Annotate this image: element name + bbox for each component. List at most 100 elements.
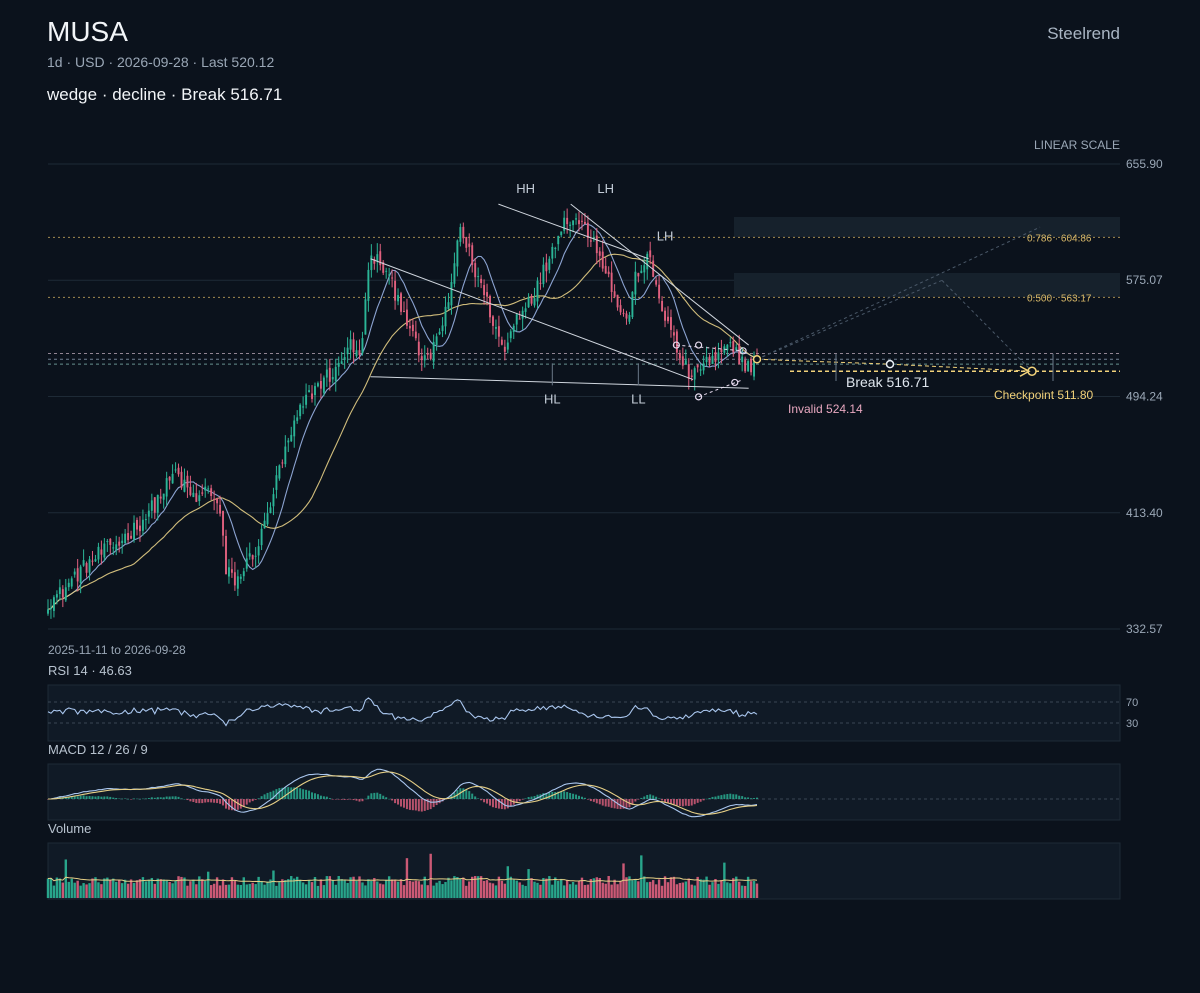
- candle-body: [687, 364, 690, 379]
- volume-bar: [135, 880, 139, 898]
- candle-body: [263, 520, 266, 529]
- candle-body: [708, 356, 711, 363]
- volume-bar: [76, 880, 79, 898]
- volume-bar: [162, 879, 165, 898]
- volume-bar: [494, 885, 498, 898]
- candle-body: [260, 528, 263, 546]
- candle-body: [533, 298, 536, 306]
- volume-bar: [426, 885, 429, 898]
- macd-histogram-bar: [711, 796, 714, 799]
- candle-body: [693, 368, 696, 380]
- candle-body: [266, 513, 269, 525]
- candle-body: [343, 357, 346, 360]
- candle-body: [403, 310, 405, 312]
- volume-bar: [132, 882, 136, 898]
- candle-body: [379, 251, 382, 266]
- macd-histogram-bar: [355, 799, 358, 801]
- candle-body: [275, 475, 278, 490]
- macd-histogram-bar: [391, 799, 394, 801]
- volume-bar: [373, 878, 376, 898]
- volume-bar: [512, 879, 515, 898]
- volume-bar: [352, 876, 355, 898]
- volume-bar: [171, 883, 174, 898]
- volume-bar: [450, 880, 453, 898]
- candle-body: [468, 243, 471, 247]
- macd-histogram-bar: [723, 794, 726, 799]
- volume-bar: [417, 881, 421, 898]
- volume-bar: [583, 885, 587, 898]
- candle-body: [168, 476, 171, 481]
- candle-body: [551, 246, 554, 259]
- candle-body: [397, 295, 400, 302]
- candle-body: [586, 222, 589, 238]
- candle-body: [174, 469, 177, 471]
- volume-bar: [331, 880, 334, 898]
- volume-bar: [399, 879, 403, 898]
- candle-body: [581, 220, 583, 222]
- candle-body: [681, 356, 684, 366]
- volume-bar: [242, 877, 245, 898]
- volume-bar: [539, 884, 542, 898]
- volume-bar: [313, 877, 317, 898]
- macd-histogram-bar: [118, 798, 121, 800]
- volume-bar: [278, 882, 281, 898]
- volume-bar: [509, 876, 512, 898]
- candle-body: [405, 309, 408, 326]
- macd-histogram-bar: [687, 799, 690, 806]
- candle-body: [578, 220, 580, 225]
- macd-histogram-bar: [756, 797, 758, 799]
- macd-histogram-bar: [156, 797, 159, 799]
- macd-histogram-bar: [106, 796, 109, 799]
- candle-body: [717, 352, 720, 361]
- volume-bar: [500, 880, 504, 898]
- volume-bar: [328, 876, 332, 898]
- volume-bar: [316, 885, 320, 898]
- macd-histogram-bar: [468, 791, 471, 799]
- rsi-panel-bg: [47, 684, 1121, 742]
- macd-histogram-bar: [684, 799, 687, 806]
- volume-bar: [49, 878, 53, 898]
- candle-body: [198, 495, 201, 502]
- candle-body: [150, 500, 153, 511]
- volume-bar: [379, 883, 382, 898]
- candle-body: [302, 406, 305, 408]
- macd-histogram-bar: [491, 799, 494, 808]
- macd-histogram-bar: [554, 791, 557, 799]
- macd-histogram-bar: [207, 799, 210, 803]
- candle-body: [213, 498, 216, 500]
- candle-body: [592, 237, 595, 239]
- macd-histogram-bar: [661, 799, 664, 801]
- volume-bar: [524, 885, 527, 898]
- macd-histogram-bar: [423, 799, 426, 811]
- macd-histogram-bar: [729, 793, 732, 799]
- macd-histogram-bar: [189, 799, 192, 802]
- volume-bar: [147, 879, 151, 898]
- macd-histogram-bar: [560, 791, 563, 799]
- arrow-head: [1019, 365, 1031, 377]
- volume-bar: [186, 885, 189, 898]
- candle-body: [52, 597, 55, 611]
- candle-body: [118, 541, 121, 546]
- macd-histogram-bar: [130, 799, 133, 800]
- candle-body: [429, 352, 432, 359]
- candle-body: [314, 386, 316, 396]
- volume-bar: [346, 883, 349, 898]
- volume-bar: [557, 880, 560, 898]
- volume-bar: [287, 879, 290, 898]
- macd-histogram-bar: [477, 798, 480, 799]
- candle-body: [471, 245, 474, 265]
- candle-body: [483, 285, 486, 296]
- volume-bar: [67, 881, 70, 898]
- volume-bar: [393, 880, 397, 898]
- target-zone-upper: [734, 217, 1120, 237]
- macd-histogram-bar: [70, 796, 73, 799]
- candle-body: [649, 250, 652, 258]
- candle-body: [438, 331, 441, 335]
- candle-body: [661, 301, 664, 312]
- macd-histogram-bar: [290, 787, 293, 799]
- volume-bar: [462, 877, 465, 898]
- volume-bar: [129, 879, 133, 898]
- candle-body: [622, 312, 625, 314]
- rsi-line: [47, 697, 758, 727]
- volume-bar: [666, 882, 670, 898]
